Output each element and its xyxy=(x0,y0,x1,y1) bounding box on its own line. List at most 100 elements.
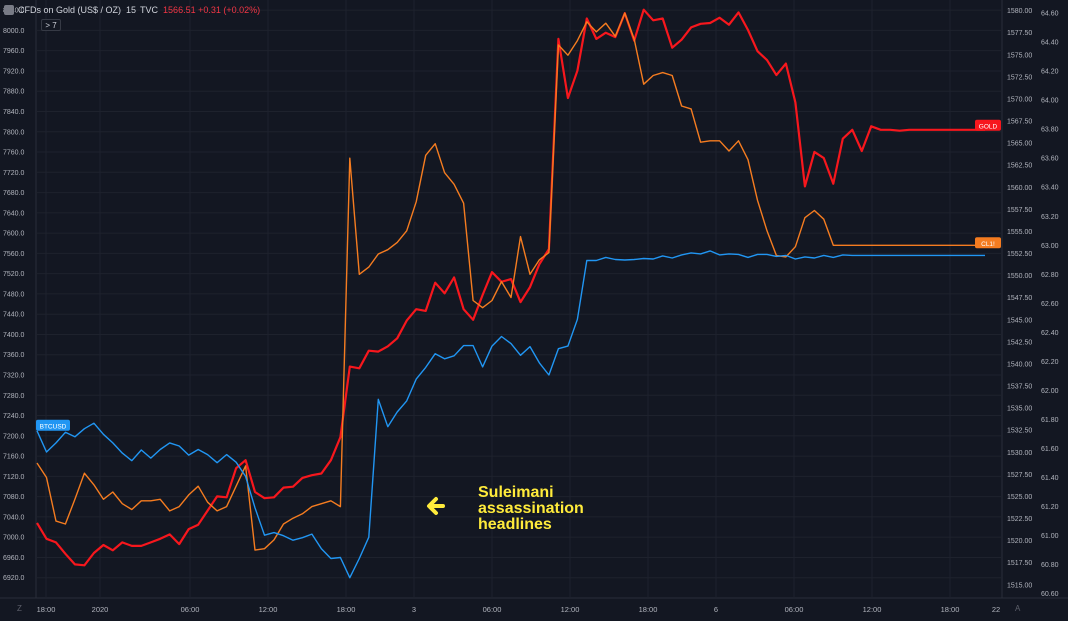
left-tick-label: 7440.0 xyxy=(3,312,25,319)
time-tick-label: 12:00 xyxy=(561,605,580,614)
left-tick-label: 7720.0 xyxy=(3,170,25,177)
time-tick-label: 18:00 xyxy=(37,605,56,614)
right-tick-label-gold: 1545.00 xyxy=(1007,317,1032,324)
left-tick-label: 7760.0 xyxy=(3,150,25,157)
left-tick-label: 7200.0 xyxy=(3,433,25,440)
time-tick-label: 3 xyxy=(412,605,416,614)
left-tick-label: 7080.0 xyxy=(3,494,25,501)
auto-scale-left-button[interactable]: Z xyxy=(17,604,22,613)
left-tick-label: 7920.0 xyxy=(3,68,25,75)
right-tick-label-gold: 1580.00 xyxy=(1007,8,1032,15)
last-quote: 1566.51 +0.31 (+0.02%) xyxy=(163,5,261,15)
right-tick-label-cl1: 60.80 xyxy=(1041,562,1059,569)
right-tick-label-gold: 1525.00 xyxy=(1007,494,1032,501)
right-tick-label-cl1: 60.60 xyxy=(1041,591,1059,598)
left-tick-label: 7280.0 xyxy=(3,393,25,400)
right-tick-label-gold: 1515.00 xyxy=(1007,582,1032,589)
left-tick-label: 7840.0 xyxy=(3,109,25,116)
time-tick-label: 06:00 xyxy=(181,605,200,614)
right-tick-label-cl1: 63.40 xyxy=(1041,185,1059,192)
time-tick-label: 18:00 xyxy=(639,605,658,614)
right-tick-label-cl1: 61.40 xyxy=(1041,475,1059,482)
annotation-line-3: headlines xyxy=(478,516,552,533)
last-value-label: GOLD xyxy=(979,123,998,130)
time-tick-label: 12:00 xyxy=(863,605,882,614)
left-tick-label: 8000.0 xyxy=(3,28,25,35)
right-tick-label-cl1: 61.20 xyxy=(1041,504,1059,511)
annotation-line-2: assassination xyxy=(478,500,584,517)
symbol-title[interactable]: CFDs on Gold (US$ / OZ) xyxy=(18,5,122,15)
right-tick-label-cl1: 64.40 xyxy=(1041,40,1059,47)
right-tick-label-cl1: 64.00 xyxy=(1041,98,1059,105)
annotation-line-1: Suleimani xyxy=(478,484,554,501)
interval-label[interactable]: 15 xyxy=(126,5,137,15)
right-tick-label-gold: 1550.00 xyxy=(1007,273,1032,280)
left-tick-label: 7640.0 xyxy=(3,210,25,217)
time-tick-label: 06:00 xyxy=(483,605,502,614)
time-tick-label: 18:00 xyxy=(941,605,960,614)
right-tick-label-gold: 1537.50 xyxy=(1007,384,1032,391)
left-tick-label: 7880.0 xyxy=(3,89,25,96)
right-tick-label-gold: 1530.00 xyxy=(1007,450,1032,457)
right-tick-label-gold: 1522.50 xyxy=(1007,516,1032,523)
right-tick-label-gold: 1572.50 xyxy=(1007,74,1032,81)
arrow-left-icon xyxy=(427,497,445,515)
last-value-badge xyxy=(36,419,70,431)
symbol-logo-icon xyxy=(4,5,14,15)
last-value-badge xyxy=(975,237,1001,249)
right-tick-label-gold: 1540.00 xyxy=(1007,361,1032,368)
right-tick-label-gold: 1517.50 xyxy=(1007,560,1032,567)
left-tick-label: 7360.0 xyxy=(3,352,25,359)
left-tick-label: 7120.0 xyxy=(3,474,25,481)
right-tick-label-gold: 1577.50 xyxy=(1007,30,1032,37)
left-tick-label: 6920.0 xyxy=(3,575,25,582)
left-tick-label: 7480.0 xyxy=(3,291,25,298)
time-tick-label: 22 xyxy=(992,605,1000,614)
right-tick-label-cl1: 61.00 xyxy=(1041,533,1059,540)
series-line-cl1 xyxy=(36,12,985,551)
series-line-gold xyxy=(36,8,985,567)
source-label: TVC xyxy=(140,5,159,15)
right-tick-label-gold: 1555.00 xyxy=(1007,229,1032,236)
right-price-axis xyxy=(1002,0,1068,621)
left-tick-label: 7520.0 xyxy=(3,271,25,278)
auto-scale-right-button[interactable]: A xyxy=(1015,604,1021,613)
left-tick-label: 7560.0 xyxy=(3,251,25,258)
right-tick-label-cl1: 63.00 xyxy=(1041,243,1059,250)
time-tick-label: 06:00 xyxy=(785,605,804,614)
right-tick-label-cl1: 61.60 xyxy=(1041,446,1059,453)
series-line-btcusd xyxy=(36,250,985,579)
right-tick-label-gold: 1532.50 xyxy=(1007,428,1032,435)
indicators-toggle-button[interactable]: > 7 xyxy=(41,19,61,31)
right-tick-label-cl1: 62.80 xyxy=(1041,272,1059,279)
left-tick-label: 7320.0 xyxy=(3,373,25,380)
right-tick-label-cl1: 62.00 xyxy=(1041,388,1059,395)
right-tick-label-gold: 1560.00 xyxy=(1007,185,1032,192)
right-tick-label-gold: 1557.50 xyxy=(1007,207,1032,214)
left-tick-label: 7160.0 xyxy=(3,454,25,461)
left-tick-label: 7400.0 xyxy=(3,332,25,339)
time-tick-label: 18:00 xyxy=(337,605,356,614)
right-tick-label-gold: 1570.00 xyxy=(1007,96,1032,103)
left-tick-label: 7600.0 xyxy=(3,231,25,238)
event-annotation: Suleimani assassination headlines xyxy=(478,485,584,533)
right-tick-label-cl1: 64.60 xyxy=(1041,11,1059,18)
left-tick-label: 7960.0 xyxy=(3,48,25,55)
last-value-badge xyxy=(975,119,1001,131)
right-tick-label-cl1: 64.20 xyxy=(1041,69,1059,76)
right-tick-label-gold: 1565.00 xyxy=(1007,141,1032,148)
last-value-label: CL1! xyxy=(981,241,995,248)
left-tick-label: 7680.0 xyxy=(3,190,25,197)
right-tick-label-gold: 1535.00 xyxy=(1007,406,1032,413)
right-tick-label-gold: 1567.50 xyxy=(1007,119,1032,126)
right-tick-label-gold: 1562.50 xyxy=(1007,163,1032,170)
left-tick-label: 6960.0 xyxy=(3,555,25,562)
right-tick-label-cl1: 62.40 xyxy=(1041,330,1059,337)
left-tick-label: 7240.0 xyxy=(3,413,25,420)
left-price-axis xyxy=(0,0,36,621)
right-tick-label-cl1: 63.20 xyxy=(1041,214,1059,221)
left-tick-label: 7800.0 xyxy=(3,129,25,136)
time-tick-label: 2020 xyxy=(92,605,109,614)
right-tick-label-gold: 1542.50 xyxy=(1007,339,1032,346)
